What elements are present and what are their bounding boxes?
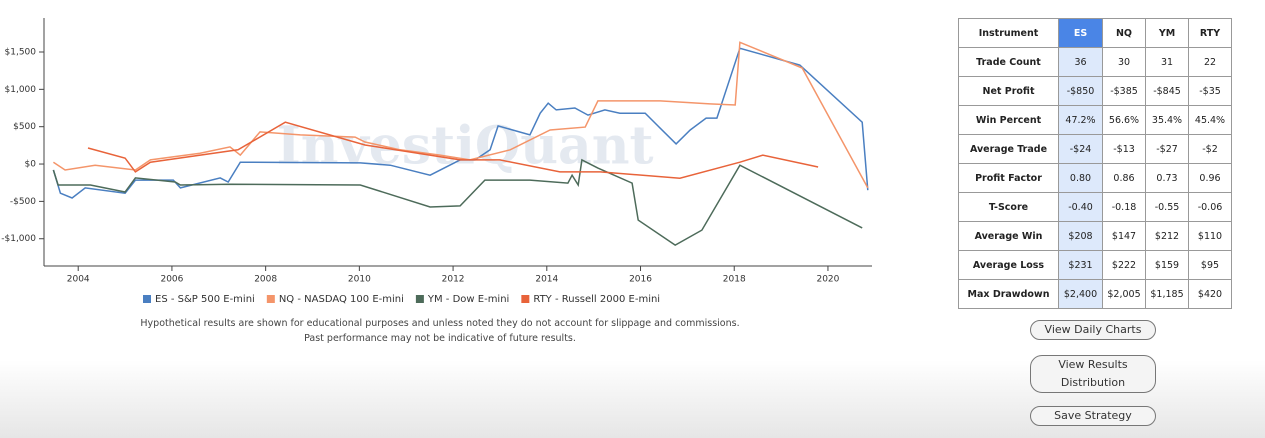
table-row: Profit Factor 0.80 0.86 0.73 0.96 xyxy=(958,163,1232,193)
header-row: Instrument ES NQ YM RTY xyxy=(958,18,1232,48)
row-label: Max Drawdown xyxy=(958,279,1059,309)
cell: -$385 xyxy=(1102,76,1146,106)
cell: 0.80 xyxy=(1058,163,1103,193)
header-cell: Instrument xyxy=(958,18,1059,48)
x-tick-label: 2014 xyxy=(535,275,558,285)
row-label: Average Loss xyxy=(958,250,1059,280)
cell: 0.86 xyxy=(1102,163,1146,193)
cell: $212 xyxy=(1145,221,1189,251)
disclaimer: Hypothetical results are shown for educa… xyxy=(140,318,740,329)
x-tick-label: 2016 xyxy=(629,275,652,285)
x-tick-label: 2008 xyxy=(254,275,277,285)
series-line xyxy=(52,158,863,246)
cell: -0.55 xyxy=(1145,192,1189,222)
legend-label: ES - S&P 500 E-mini xyxy=(155,294,255,305)
x-tick-label: 2018 xyxy=(723,275,746,285)
cell: -$35 xyxy=(1188,76,1232,106)
x-tick-label: 2004 xyxy=(67,275,90,285)
legend-swatch xyxy=(521,295,530,303)
cell: $231 xyxy=(1058,250,1103,280)
cell: 0.96 xyxy=(1188,163,1232,193)
table-row: Average Loss $231 $222 $159 $95 xyxy=(958,250,1232,280)
cell: $2,005 xyxy=(1102,279,1146,309)
cell: -0.06 xyxy=(1188,192,1232,222)
cell: -$13 xyxy=(1102,134,1146,164)
cell: $110 xyxy=(1188,221,1232,251)
legend-label: NQ - NASDAQ 100 E-mini xyxy=(279,294,404,305)
button[interactable]: Save Strategy xyxy=(1030,406,1156,426)
series-line xyxy=(87,121,819,179)
cell: 22 xyxy=(1188,47,1232,77)
x-tick-label: 2010 xyxy=(348,275,371,285)
cell: -$27 xyxy=(1145,134,1189,164)
cell: -$2 xyxy=(1188,134,1232,164)
legend-label: RTY - Russell 2000 E-mini xyxy=(533,294,660,305)
header-cell: RTY xyxy=(1188,18,1232,48)
cell: 35.4% xyxy=(1145,105,1189,135)
chart: InvestiQuant -$1,000 -$500 $0 $500 $1,000 $1,… xyxy=(1,18,872,305)
row-label: Win Percent xyxy=(958,105,1059,135)
row-label: Net Profit xyxy=(958,76,1059,106)
header-cell: NQ xyxy=(1102,18,1146,48)
cell: $147 xyxy=(1102,221,1146,251)
legend-swatch xyxy=(143,295,151,303)
cell: -$850 xyxy=(1058,76,1103,106)
y-tick-label: -$500 xyxy=(10,197,36,207)
table-row: Average Trade -$24 -$13 -$27 -$2 xyxy=(958,134,1232,164)
cell: 31 xyxy=(1145,47,1189,77)
cell: 45.4% xyxy=(1188,105,1232,135)
legend-label: YM - Dow E-mini xyxy=(427,294,509,305)
y-tick-label: $500 xyxy=(13,122,36,132)
cell: -0.18 xyxy=(1102,192,1146,222)
row-label: Average Trade xyxy=(958,134,1059,164)
cell: 36 xyxy=(1058,47,1103,77)
button[interactable]: View Results Distribution xyxy=(1030,355,1156,393)
table-row: T-Score -0.40 -0.18 -0.55 -0.06 xyxy=(958,192,1232,222)
y-tick-label: -$1,000 xyxy=(1,234,36,244)
table-row: Win Percent 47.2% 56.6% 35.4% 45.4% xyxy=(958,105,1232,135)
row-label: T-Score xyxy=(958,192,1059,222)
cell: $2,400 xyxy=(1058,279,1103,309)
x-tick-label: 2020 xyxy=(816,275,839,285)
cell: -$845 xyxy=(1145,76,1189,106)
cell: $208 xyxy=(1058,221,1103,251)
legend-swatch xyxy=(266,295,275,303)
header-cell: YM xyxy=(1145,18,1189,48)
table-row: Max Drawdown $2,400 $2,005 $1,185 $420 xyxy=(958,279,1232,309)
cell: 0.73 xyxy=(1145,163,1189,193)
x-tick-label: 2006 xyxy=(160,275,183,285)
x-tick-label: 2012 xyxy=(442,275,465,285)
stats-table: Instrument ES NQ YM RTY Trade Count 36 30 31 22 Ne… xyxy=(958,18,1232,309)
cell: -0.40 xyxy=(1058,192,1103,222)
disclaimer: Past performance may not be indicative o… xyxy=(304,333,576,344)
table-row: Trade Count 36 30 31 22 xyxy=(958,47,1232,77)
legend-swatch xyxy=(415,295,424,303)
cell: 56.6% xyxy=(1102,105,1146,135)
cell: -$24 xyxy=(1058,134,1103,164)
cell: 30 xyxy=(1102,47,1146,77)
watermark: InvestiQuant xyxy=(276,116,653,177)
series-line xyxy=(52,47,869,199)
row-label: Profit Factor xyxy=(958,163,1059,193)
y-tick-label: $1,500 xyxy=(5,47,37,57)
table-row: Net Profit -$850 -$385 -$845 -$35 xyxy=(958,76,1232,106)
row-label: Trade Count xyxy=(958,47,1059,77)
cell: $95 xyxy=(1188,250,1232,280)
header-cell: ES xyxy=(1058,18,1103,48)
cell: 47.2% xyxy=(1058,105,1103,135)
row-label: Average Win xyxy=(958,221,1059,251)
table-row: Average Win $208 $147 $212 $110 xyxy=(958,221,1232,251)
button[interactable]: View Daily Charts xyxy=(1030,320,1156,340)
cell: $222 xyxy=(1102,250,1146,280)
y-tick-label: $0 xyxy=(25,160,37,170)
cell: $159 xyxy=(1145,250,1189,280)
cell: $420 xyxy=(1188,279,1232,309)
y-tick-label: $1,000 xyxy=(5,85,37,95)
cell: $1,185 xyxy=(1145,279,1189,309)
